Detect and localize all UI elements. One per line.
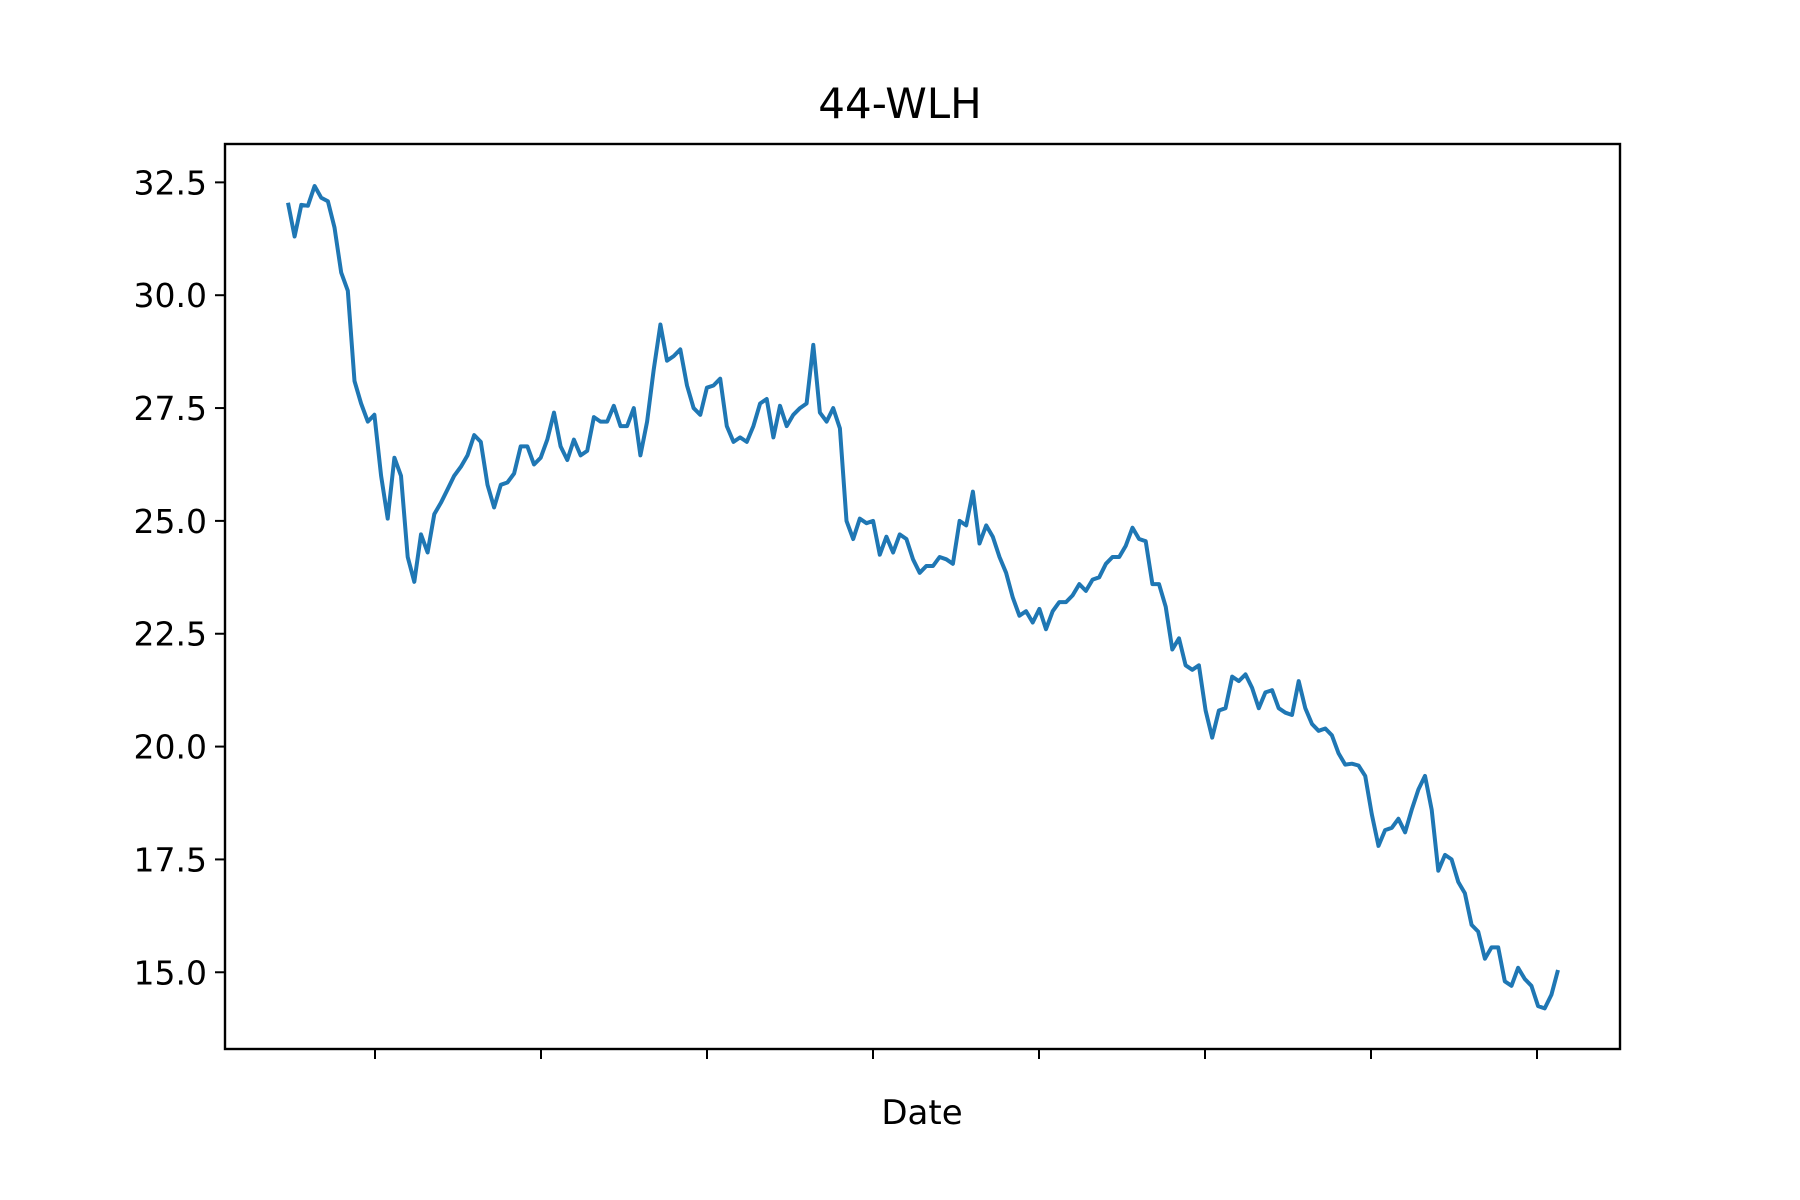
- y-axis-ticks: [215, 181, 225, 974]
- y-axis-tick-labels: 15.0 17.5 20.0 22.5 25.0 27.5 30.0 32.5: [134, 163, 207, 992]
- x-axis-label: Date: [881, 1093, 962, 1133]
- x-axis-ticks: [374, 1049, 1538, 1059]
- y-tick-label: 27.5: [134, 389, 207, 428]
- y-tick-label: 17.5: [134, 840, 207, 879]
- series-line-44-wlh: [286, 184, 1560, 1011]
- y-tick-label: 22.5: [134, 615, 207, 654]
- chart-title: 44-WLH: [818, 79, 981, 128]
- y-tick-label: 32.5: [134, 163, 207, 202]
- y-tick-label: 15.0: [134, 953, 207, 992]
- y-tick-label: 25.0: [134, 502, 207, 541]
- y-tick-label: 30.0: [134, 276, 207, 315]
- y-tick-label: 20.0: [134, 728, 207, 767]
- plot-area-frame: [223, 142, 1622, 1051]
